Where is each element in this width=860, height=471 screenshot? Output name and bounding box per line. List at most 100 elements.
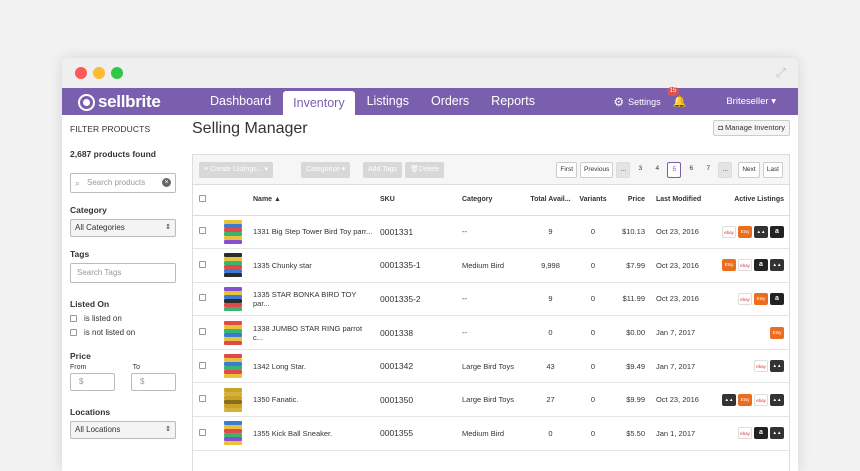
search-products-input[interactable]: ⌕ Search products × bbox=[70, 173, 176, 193]
product-thumbnail[interactable] bbox=[222, 219, 244, 245]
row-checkbox[interactable] bbox=[199, 328, 206, 336]
pager-next[interactable]: Next bbox=[738, 162, 760, 178]
manage-inventory-button[interactable]: ◘ Manage Inventory bbox=[713, 120, 790, 136]
other-icon[interactable]: ▲▲ bbox=[770, 360, 784, 373]
column-header-price[interactable]: Price bbox=[612, 185, 648, 216]
column-header-last-modified[interactable]: Last Modified bbox=[648, 185, 710, 216]
product-thumbnail[interactable] bbox=[222, 387, 244, 413]
clear-search-icon[interactable]: × bbox=[162, 178, 171, 187]
checkbox[interactable] bbox=[70, 329, 77, 336]
other-icon[interactable]: ▲▲ bbox=[722, 393, 736, 406]
nav-dashboard[interactable]: Dashboard bbox=[210, 94, 272, 108]
pager-ellipsis[interactable]: ... bbox=[616, 162, 631, 178]
user-menu[interactable]: Briteseller ▾ bbox=[726, 96, 776, 107]
pager-7[interactable]: 7 bbox=[706, 165, 711, 172]
etsy-icon[interactable]: Etsy bbox=[754, 292, 768, 305]
etsy-icon[interactable]: Etsy bbox=[770, 326, 784, 339]
column-header-category[interactable]: Category bbox=[459, 185, 527, 216]
ebay-icon[interactable]: ebay bbox=[754, 360, 768, 373]
other-icon[interactable]: ▲▲ bbox=[770, 393, 784, 406]
add-tags-label: Add Tags bbox=[368, 166, 398, 173]
listed-on-label: Listed On bbox=[70, 299, 110, 309]
pager-last[interactable]: Last bbox=[762, 162, 783, 178]
amazon-icon[interactable]: a bbox=[754, 259, 768, 272]
expand-icon[interactable]: ⤢ bbox=[775, 65, 786, 80]
amazon-icon[interactable]: a bbox=[770, 225, 784, 238]
ebay-icon[interactable]: ebay bbox=[738, 259, 752, 272]
category-select[interactable]: All Categories ⇕ bbox=[70, 219, 176, 237]
product-name[interactable]: 1355 Kick Ball Sneaker. bbox=[250, 416, 377, 451]
amazon-icon[interactable]: a bbox=[770, 292, 784, 305]
product-name[interactable]: 1342 Long Star. bbox=[250, 349, 377, 384]
settings-link[interactable]: ⚙ Settings bbox=[613, 95, 660, 109]
product-name[interactable]: 1331 Big Step Tower Bird Toy parr... bbox=[250, 215, 377, 250]
column-header-name[interactable]: Name ▲ bbox=[250, 185, 377, 216]
row-checkbox[interactable] bbox=[199, 294, 206, 302]
select-all-checkbox[interactable] bbox=[199, 195, 206, 203]
price-to-input[interactable]: $ bbox=[131, 373, 176, 391]
add-tags-button[interactable]: Add Tags bbox=[363, 162, 403, 178]
pager-6[interactable]: 6 bbox=[689, 165, 694, 172]
listed-on-checkbox[interactable]: is listed on bbox=[70, 314, 176, 323]
nav-inventory[interactable]: Inventory bbox=[283, 91, 355, 115]
not-listed-on-checkbox[interactable]: is not listed on bbox=[70, 328, 176, 337]
search-tags-input[interactable]: Search Tags bbox=[70, 263, 176, 283]
pager-ellipsis[interactable]: ... bbox=[718, 162, 733, 178]
minimize-window-button[interactable] bbox=[93, 67, 105, 79]
delete-button[interactable]: 🗑Delete bbox=[405, 162, 445, 178]
table-row[interactable]: 1355 Kick Ball Sneaker. 0001355 Medium B… bbox=[193, 416, 789, 451]
table-row[interactable]: 1338 JUMBO STAR RING parrot c... 0001338… bbox=[193, 315, 789, 350]
locations-select[interactable]: All Locations ⇕ bbox=[70, 421, 176, 439]
pager-3[interactable]: 3 bbox=[638, 165, 643, 172]
zoom-window-button[interactable] bbox=[111, 67, 123, 79]
create-listings-button[interactable]: ≡ Create Listings... ▾ bbox=[199, 162, 274, 178]
etsy-icon[interactable]: Etsy bbox=[738, 225, 752, 238]
other-icon[interactable]: ▲▲ bbox=[770, 259, 784, 272]
price-from-input[interactable]: $ bbox=[70, 373, 115, 391]
row-checkbox[interactable] bbox=[199, 361, 206, 369]
nav-orders[interactable]: Orders bbox=[430, 94, 470, 108]
close-window-button[interactable] bbox=[75, 67, 87, 79]
other-icon[interactable]: ▲▲ bbox=[770, 427, 784, 440]
table-row[interactable]: 1350 Fanatic. 0001350 Large Bird Toys 27… bbox=[193, 382, 789, 418]
product-thumbnail[interactable] bbox=[222, 286, 244, 312]
row-checkbox[interactable] bbox=[199, 395, 206, 403]
categorize-button[interactable]: Categorize ▾ bbox=[301, 162, 351, 178]
row-checkbox[interactable] bbox=[199, 260, 206, 268]
ebay-icon[interactable]: ebay bbox=[754, 393, 768, 406]
product-name[interactable]: 1338 JUMBO STAR RING parrot c... bbox=[250, 315, 377, 350]
etsy-icon[interactable]: Etsy bbox=[722, 259, 736, 272]
ebay-icon[interactable]: ebay bbox=[722, 225, 736, 238]
product-name[interactable]: 1350 Fanatic. bbox=[250, 382, 377, 418]
product-name[interactable]: 1335 Chunky star bbox=[250, 248, 377, 283]
pager-5[interactable]: 5 bbox=[667, 162, 682, 178]
column-header-variants[interactable]: Variants bbox=[574, 185, 612, 216]
notification-badge: 15 bbox=[666, 87, 680, 96]
product-thumbnail[interactable] bbox=[222, 353, 244, 379]
ebay-icon[interactable]: ebay bbox=[738, 427, 752, 440]
row-checkbox[interactable] bbox=[199, 227, 206, 235]
etsy-icon[interactable]: Etsy bbox=[738, 393, 752, 406]
amazon-icon[interactable]: a bbox=[754, 427, 768, 440]
product-thumbnail[interactable] bbox=[222, 420, 244, 446]
pager-4[interactable]: 4 bbox=[655, 165, 660, 172]
row-checkbox[interactable] bbox=[199, 428, 206, 436]
logo[interactable]: sellbrite bbox=[78, 92, 161, 112]
product-thumbnail[interactable] bbox=[222, 252, 244, 278]
ebay-icon[interactable]: ebay bbox=[738, 292, 752, 305]
column-header-sku[interactable]: SKU bbox=[377, 185, 459, 216]
table-row[interactable]: 1335 Chunky star 0001335-1 Medium Bird 9… bbox=[193, 248, 789, 283]
product-name[interactable]: 1335 STAR BONKA BIRD TOY par... bbox=[250, 282, 377, 317]
product-thumbnail[interactable] bbox=[222, 320, 244, 346]
pager-first[interactable]: First bbox=[556, 162, 578, 178]
column-header-total-available[interactable]: Total Avail... bbox=[527, 185, 574, 216]
table-row[interactable]: 1342 Long Star. 0001342 Large Bird Toys … bbox=[193, 349, 789, 384]
nav-listings[interactable]: Listings bbox=[366, 94, 409, 108]
checkbox[interactable] bbox=[70, 315, 77, 322]
table-row[interactable]: 1331 Big Step Tower Bird Toy parr... 000… bbox=[193, 215, 789, 250]
pager-previous[interactable]: Previous bbox=[580, 162, 614, 178]
other-icon[interactable]: ▲▲ bbox=[754, 225, 768, 238]
table-row[interactable]: 1335 STAR BONKA BIRD TOY par... 0001335-… bbox=[193, 282, 789, 317]
notifications-button[interactable]: 🔔 15 bbox=[666, 87, 686, 108]
nav-reports[interactable]: Reports bbox=[491, 94, 535, 108]
